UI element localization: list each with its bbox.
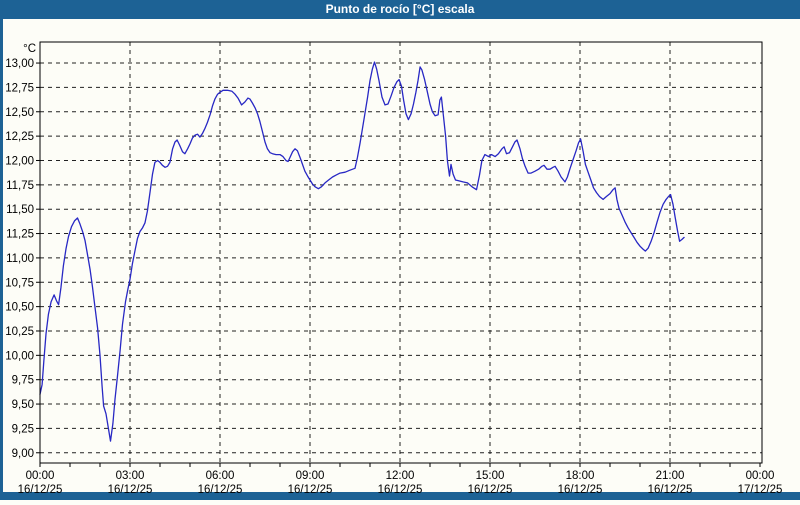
gridlines — [40, 42, 762, 463]
y-tick-label: 12,25 — [5, 131, 34, 143]
y-tick-label: 11,00 — [6, 253, 34, 265]
y-tick-label: 9,25 — [12, 423, 34, 435]
y-tick-label: 11,25 — [6, 229, 34, 241]
y-tick-label: 11,50 — [6, 204, 34, 216]
y-tick-label: 10,50 — [5, 302, 34, 314]
axis-labels: 13,00 12,75 12,50 12,25 12,00 11,75 11,50 11,25… — [5, 43, 782, 496]
chart-area: 13,00 12,75 12,50 12,25 12,00 11,75 11,50 11,25… — [0, 19, 800, 500]
x-tick-time-label: 00:00 — [746, 470, 775, 482]
x-tick-time-label: 21:00 — [656, 470, 685, 482]
y-tick-label: 12,75 — [5, 82, 34, 94]
x-tick-time-label: 12:00 — [386, 470, 415, 482]
dewpoint-line — [39, 61, 685, 442]
y-tick-label: 9,75 — [12, 375, 34, 387]
x-tick-time-label: 15:00 — [476, 470, 505, 482]
x-tick-date-label: 16/12/25 — [198, 484, 243, 496]
x-tick-date-label: 16/12/25 — [648, 484, 693, 496]
chart-title: Punto de rocío [°C] escala — [325, 2, 475, 16]
y-tick-label: 10,00 — [5, 350, 34, 362]
x-tick-time-label: 09:00 — [296, 470, 325, 482]
y-tick-label: 9,00 — [12, 448, 34, 460]
x-tick-date-label: 16/12/25 — [288, 484, 333, 496]
series-dewpoint — [39, 61, 685, 442]
y-axis-unit-label: °C — [23, 43, 36, 55]
y-tick-label: 11,75 — [6, 180, 34, 192]
bottom-accent-border — [0, 492, 800, 500]
y-tick-label: 12,50 — [5, 107, 34, 119]
plot-border — [39, 41, 763, 464]
chart-svg: 13,00 12,75 12,50 12,25 12,00 11,75 11,50 11,25… — [5, 41, 782, 496]
left-accent-border — [0, 19, 3, 500]
x-tick-date-label: 16/12/25 — [378, 484, 423, 496]
axis-ticks — [36, 62, 761, 467]
y-tick-label: 12,00 — [5, 155, 34, 167]
y-tick-label: 10,75 — [5, 277, 34, 289]
x-tick-date-label: 16/12/25 — [18, 484, 63, 496]
x-tick-date-label: 16/12/25 — [468, 484, 513, 496]
x-tick-date-label: 17/12/25 — [738, 484, 783, 496]
x-tick-date-label: 16/12/25 — [558, 484, 603, 496]
x-tick-time-label: 03:00 — [116, 470, 145, 482]
x-tick-date-label: 16/12/25 — [108, 484, 153, 496]
y-tick-label: 9,50 — [12, 399, 34, 411]
x-tick-time-label: 06:00 — [206, 470, 235, 482]
x-tick-time-label: 18:00 — [566, 470, 595, 482]
y-tick-label: 10,25 — [5, 326, 34, 338]
x-tick-time-label: 00:00 — [26, 470, 55, 482]
y-tick-label: 13,00 — [5, 58, 34, 70]
window-title-bar: Punto de rocío [°C] escala — [0, 0, 800, 19]
